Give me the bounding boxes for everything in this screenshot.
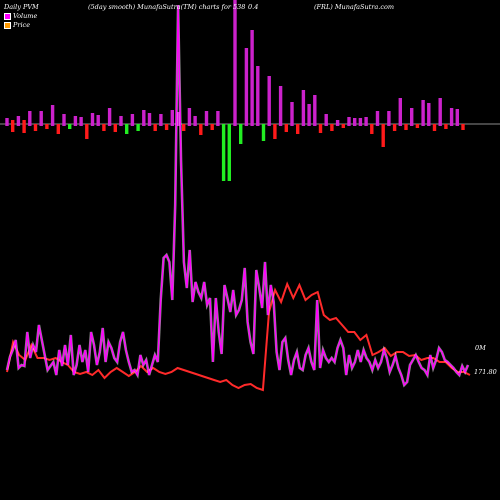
volume-bar [307,104,311,126]
volume-bar [85,124,89,139]
legend-volume-label: Volume [13,12,38,20]
volume-bar [244,48,249,126]
volume-bar [159,114,163,126]
chart-title: (5day smooth) MunafaSutra(TM) charts for… [88,3,246,11]
volume-bar [421,100,425,126]
volume-bar [79,117,83,126]
volume-bar [182,124,186,131]
legend-volume-swatch [4,12,11,20]
volume-bar [301,90,306,126]
site-label: (FRL) MunafaSutra.com [314,3,395,11]
volume-bar [313,95,317,126]
volume-bars [5,0,465,181]
volume-bar [119,116,123,126]
volume-bar [216,111,220,126]
volume-line-outline [5,4,470,388]
volume-bar [415,124,420,128]
volume-bar [404,124,408,130]
volume-bar [130,114,135,126]
volume-bar [170,110,174,126]
volume-bar [398,98,402,126]
volume-bar [125,124,129,134]
volume-bar [278,86,283,126]
volume-bar [90,113,95,126]
volume-bar [290,102,294,126]
volume-bar [427,103,431,126]
volume-bar [267,76,271,126]
volume-bar [204,111,209,126]
volume-bar [256,66,260,126]
volume-bar [381,124,385,147]
volume-bar [375,111,380,126]
legend-price-swatch [4,21,11,29]
volume-bar [284,124,288,132]
volume-bar [438,98,442,126]
volume-bar [136,124,140,131]
volume-bar [318,124,323,133]
volume-bar [335,120,340,126]
volume-bar [193,116,197,126]
volume-bar [250,30,254,126]
volume-bar [239,124,243,144]
volume-bar [296,124,300,134]
volume-bar [164,124,169,130]
volume-bar [22,120,26,133]
volume-bar [199,124,203,135]
volume-bar [330,124,334,131]
volume-bar [233,0,237,126]
volume-bar [142,110,146,126]
volume-bar [50,105,55,126]
volume-bar [358,118,363,126]
volume-bar [461,124,465,130]
price-last-label: 171.80 [474,368,497,376]
volume-bar [28,111,32,126]
chart-value-label: 0.4 [248,3,259,11]
volume-bar [370,124,374,134]
price-line [6,281,471,392]
volume-bar [221,124,226,181]
volume-bar [392,124,397,131]
volume-line [6,4,469,387]
volume-bar [410,108,414,126]
legend-price: Price [4,21,30,29]
volume-bar [5,118,9,126]
volume-bar [102,124,106,131]
volume-bar [113,124,117,132]
volume-bar [455,109,459,126]
volume-bar [432,124,437,131]
volume-last-label: 0M [475,344,486,352]
volume-bar [107,108,112,126]
volume-bar [176,112,180,126]
chart-period-label: Daily PVM [4,3,39,11]
volume-bar [33,124,38,131]
volume-bar [153,124,157,131]
volume-bar [273,124,277,139]
volume-bar [16,116,21,126]
volume-bar [227,124,231,181]
volume-bar [39,111,43,126]
legend-price-label: Price [13,21,31,29]
volume-bar [347,117,351,126]
volume-bar [11,120,15,132]
volume-bar [449,108,454,126]
volume-bar [187,108,192,126]
volume-bar [56,124,60,134]
volume-bar [353,118,357,126]
legend-volume: Volume [4,12,37,20]
volume-bar [324,114,328,126]
volume-bar [147,113,152,126]
volume-bar [45,124,49,129]
volume-bar [96,115,100,126]
volume-bar [364,117,368,126]
volume-bar [341,124,345,128]
volume-bar [68,124,72,129]
volume-bar [444,124,448,129]
volume-bar [73,116,78,126]
volume-bar [387,111,391,126]
volume-bar [210,124,214,130]
volume-bar [261,124,266,141]
volume-bar [62,114,66,126]
